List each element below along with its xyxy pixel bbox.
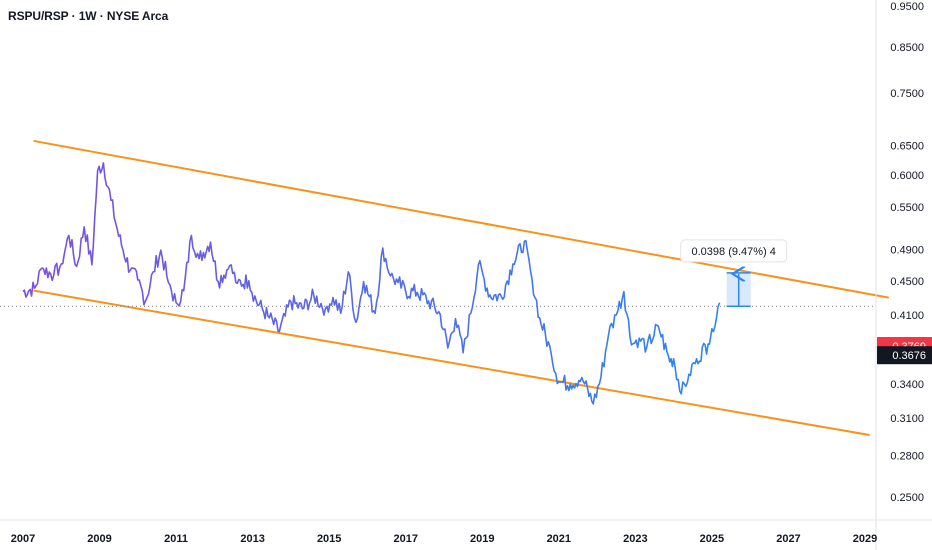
x-tick-label: 2013	[240, 533, 264, 545]
y-tick-label: 0.6000	[890, 170, 924, 182]
x-tick-label: 2021	[547, 533, 571, 545]
price-tags: 0.37690.3676	[877, 337, 932, 365]
y-tick-label: 0.5500	[890, 202, 924, 214]
x-tick-label: 2011	[164, 533, 188, 545]
x-tick-label: 2017	[393, 533, 417, 545]
y-axis[interactable]: 0.2500 0.2800 0.3100 0.3400 0.4100 0.4500 0.49…	[875, 0, 924, 550]
x-axis[interactable]: 2007 2009 2011 2013 2015 2017 2019 2021 2023 2025…	[0, 519, 932, 545]
y-tick-label: 0.3100	[890, 413, 924, 425]
x-tick-label: 2009	[87, 533, 111, 545]
x-tick-label: 2019	[470, 533, 494, 545]
price-tag-dark	[877, 346, 932, 365]
x-tick-label: 2007	[11, 533, 35, 545]
y-tick-label: 0.4900	[890, 244, 924, 256]
channel-lower-line[interactable]	[33, 289, 870, 436]
y-tick-label: 0.9500	[890, 1, 924, 13]
x-tick-label: 2015	[317, 533, 341, 545]
x-tick-label: 2027	[776, 533, 800, 545]
measure-tool[interactable]: 0.0398 (9.47%) 4	[680, 239, 788, 307]
channel-lines[interactable]	[33, 140, 889, 436]
price-tag-label: 0.3676	[892, 350, 926, 362]
x-tick-label: 2029	[853, 533, 877, 545]
series-path[interactable]	[22, 162, 721, 405]
y-tick-label: 0.8500	[890, 42, 924, 54]
y-tick-label: 0.2800	[890, 450, 924, 462]
x-tick-label: 2025	[700, 533, 724, 545]
y-tick-label: 0.6500	[890, 141, 924, 153]
x-tick-label: 2023	[623, 533, 647, 545]
channel-upper-line[interactable]	[33, 140, 889, 299]
series-line[interactable]	[22, 162, 721, 405]
y-tick-label: 0.2500	[890, 492, 924, 504]
measure-label-box	[680, 239, 788, 263]
chart-title: RSPU/RSP · 1W · NYSE Arca	[8, 9, 169, 23]
y-tick-label: 0.7500	[890, 88, 924, 100]
y-tick-label: 0.4100	[890, 310, 924, 322]
y-tick-label: 0.4500	[890, 276, 924, 288]
y-tick-label: 0.3400	[890, 379, 924, 391]
measure-label: 0.0398 (9.47%) 4	[692, 246, 776, 258]
